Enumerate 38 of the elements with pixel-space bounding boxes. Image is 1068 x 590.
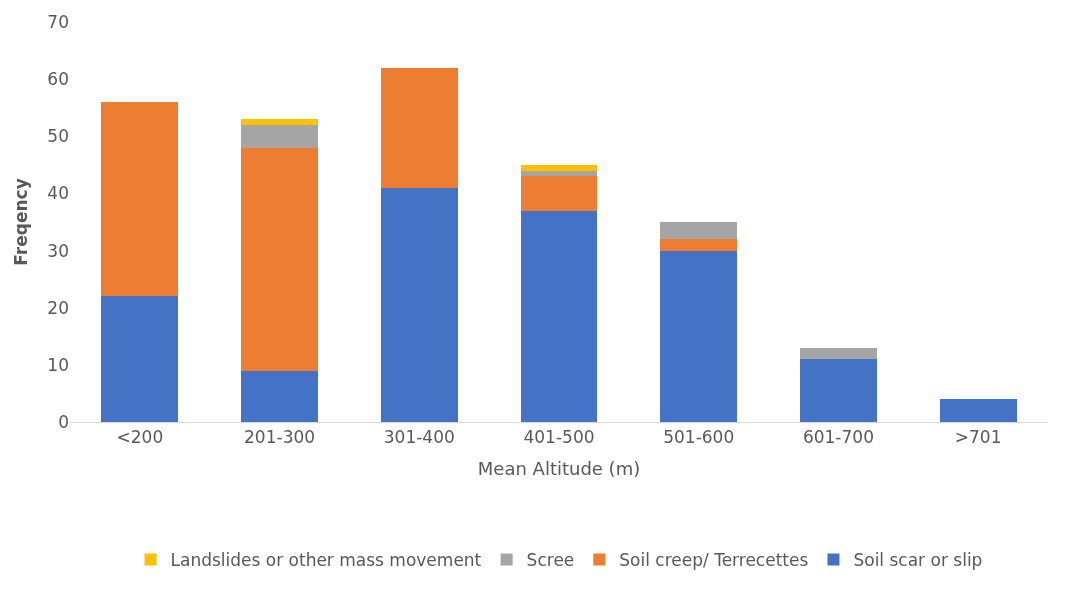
bar (800, 347, 877, 360)
x-tick-label: 201-300 (244, 427, 316, 448)
bar (520, 210, 598, 422)
x-tick-label: <200 (116, 427, 164, 448)
y-tick-label: 50 (47, 126, 69, 147)
y-tick-label: 70 (47, 11, 69, 32)
x-tick-label: 401-500 (523, 427, 595, 448)
bar (101, 102, 179, 297)
bar (241, 147, 318, 371)
bar (939, 399, 1017, 422)
bar (241, 370, 318, 422)
x-tick-label: 301-400 (383, 427, 455, 448)
y-tick-label: 10 (47, 354, 69, 375)
x-tick-label: 501-600 (663, 427, 735, 448)
y-tick-label: 20 (47, 297, 69, 318)
bar (380, 187, 458, 422)
bar (660, 250, 738, 422)
bar (800, 359, 877, 422)
y-tick-label: 30 (47, 240, 69, 261)
x-tick-label: 601-700 (802, 427, 874, 448)
legend-label: Landslides or other mass movement (170, 550, 482, 571)
bar (660, 239, 738, 251)
x-axis-title: Mean Altitude (m) (477, 457, 641, 479)
bar (241, 119, 318, 125)
y-tick-label: 0 (58, 411, 69, 432)
bar (380, 67, 458, 188)
bar (241, 124, 318, 148)
bar (520, 176, 598, 211)
legend-label: Soil scar or slip (853, 550, 983, 571)
y-tick-label: 60 (47, 69, 69, 90)
legend-label: Scree (526, 550, 575, 571)
bar (520, 164, 598, 171)
bar (660, 222, 738, 240)
y-tick-label: 40 (47, 183, 69, 204)
y-axis-title: Freqency (10, 178, 31, 266)
legend-label: Soil creep/ Terrecettes (619, 550, 809, 571)
bar (101, 296, 179, 422)
x-tick-label: >701 (954, 427, 1002, 448)
